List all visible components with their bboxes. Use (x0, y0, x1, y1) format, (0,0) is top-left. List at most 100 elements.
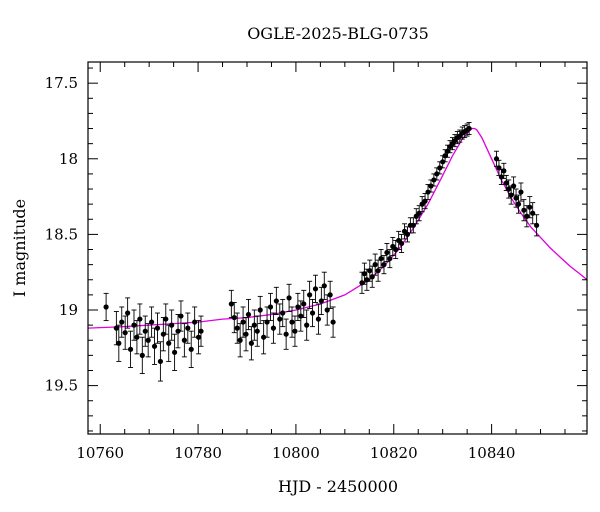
point-marker (387, 255, 393, 262)
point-marker (321, 283, 327, 289)
data-point (185, 312, 191, 344)
data-point (113, 311, 119, 346)
point-marker (384, 249, 390, 256)
point-marker (134, 334, 140, 340)
data-point (181, 323, 187, 358)
data-point (280, 298, 286, 328)
data-point (437, 161, 443, 175)
point-marker (289, 319, 295, 325)
point-marker (372, 262, 378, 268)
data-point (267, 292, 274, 322)
data-point (381, 255, 387, 275)
point-marker (116, 340, 122, 346)
data-point (518, 182, 524, 202)
data-point (307, 280, 313, 309)
data-point (151, 327, 158, 365)
data-point (387, 249, 393, 269)
data-point (398, 233, 405, 253)
point-marker (393, 246, 399, 253)
point-marker (257, 307, 263, 313)
data-point (254, 315, 260, 347)
point-marker (181, 337, 187, 343)
point-marker (245, 311, 252, 318)
data-point (304, 309, 310, 341)
data-point (248, 326, 254, 361)
x-tick-label: 10780 (174, 444, 222, 462)
model-curve-layer (87, 127, 588, 329)
y-tick-label: 19 (59, 301, 78, 319)
data-point (228, 289, 234, 319)
data-point (315, 303, 322, 335)
point-marker (169, 322, 175, 328)
data-point (501, 162, 507, 179)
data-point (148, 306, 155, 338)
point-marker (398, 240, 405, 247)
point-marker (295, 304, 301, 310)
point-marker (515, 201, 522, 207)
point-marker (283, 331, 289, 337)
data-point (295, 292, 301, 322)
point-marker (175, 328, 181, 334)
x-axis-title: HJD - 2450000 (278, 477, 398, 496)
plot-frame (87, 61, 588, 435)
point-marker (145, 337, 151, 343)
point-marker (315, 316, 322, 322)
point-marker (312, 286, 319, 292)
data-point (127, 330, 134, 368)
point-marker (466, 125, 472, 132)
data-point (384, 243, 390, 263)
point-marker (292, 328, 298, 334)
point-marker (261, 334, 267, 340)
point-marker (178, 313, 184, 319)
point-marker (198, 328, 204, 334)
x-tick-label: 10820 (370, 444, 418, 462)
point-marker (530, 210, 536, 216)
point-marker (171, 349, 178, 355)
data-point (119, 306, 125, 338)
x-tick-label: 10760 (76, 444, 124, 462)
point-marker (137, 316, 143, 322)
data-point (466, 122, 472, 136)
data-point (270, 312, 277, 344)
point-marker (148, 319, 155, 325)
point-marker (251, 322, 257, 328)
data-point (166, 324, 172, 362)
point-marker (139, 352, 145, 358)
data-point (361, 262, 368, 285)
data-point (390, 236, 396, 257)
x-tick-label: 10840 (468, 444, 516, 462)
data-point (251, 309, 257, 341)
point-marker (185, 325, 191, 331)
point-marker (157, 358, 164, 365)
point-marker (240, 319, 246, 325)
data-point (175, 314, 181, 349)
point-marker (330, 319, 336, 325)
point-marker (125, 310, 131, 316)
data-point (318, 286, 324, 315)
data-point (116, 324, 122, 362)
point-marker (361, 271, 368, 277)
data-point (521, 199, 527, 222)
data-point (375, 259, 381, 282)
point-marker (163, 316, 169, 322)
data-point (198, 315, 204, 347)
point-marker (431, 177, 437, 183)
data-point (283, 318, 289, 350)
data-point (292, 315, 298, 347)
y-tick-label: 18 (59, 150, 78, 168)
data-point (312, 274, 319, 303)
data-point (188, 330, 194, 368)
data-point (301, 289, 307, 319)
point-marker (381, 262, 387, 268)
point-marker (166, 340, 172, 346)
point-marker (237, 337, 243, 343)
point-marker (127, 346, 134, 352)
data-point (530, 202, 536, 225)
point-marker (503, 180, 509, 186)
point-marker (301, 301, 307, 307)
point-marker (367, 268, 373, 274)
data-point (142, 315, 148, 347)
data-point (289, 306, 295, 338)
data-point (154, 312, 161, 344)
